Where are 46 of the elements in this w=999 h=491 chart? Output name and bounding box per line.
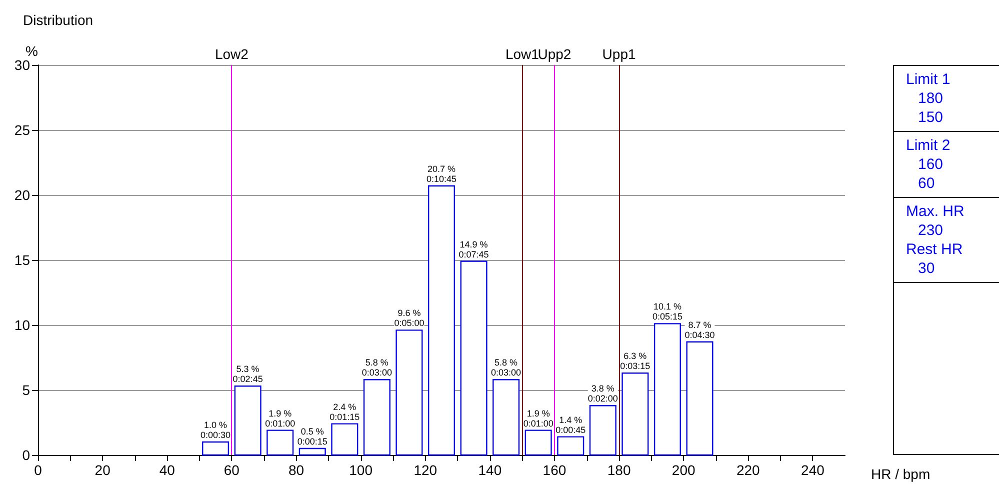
y-tick-label: 20: [14, 187, 30, 203]
data-label: 8.7 % 0:04:30: [684, 320, 715, 340]
ref-line-label: Low2: [214, 46, 249, 62]
data-label: 1.4 % 0:00:45: [556, 414, 586, 435]
data-label: 10.1 % 0:05:15: [652, 302, 682, 322]
x-axis-title: HR / bpm: [871, 466, 930, 482]
x-tick-label: 40: [159, 462, 176, 478]
data-label: 9.6 % 0:05:00: [394, 308, 424, 328]
data-label: 5.8 % 0:03:00: [491, 358, 522, 378]
x-tick-label: 180: [607, 462, 631, 478]
data-label: 6.3 % 0:03:15: [620, 351, 650, 372]
x-tick-label: 60: [224, 462, 240, 478]
y-tick-label: 0: [22, 447, 30, 463]
x-tick-label: 220: [736, 462, 760, 478]
y-tick-label: 25: [14, 122, 30, 138]
ref-line-label: Low1: [505, 46, 540, 62]
y-tick-label: 30: [14, 57, 30, 73]
data-label: 5.3 % 0:02:45: [232, 364, 263, 384]
text: Limit 1 180 150: [906, 70, 952, 127]
x-tick-label: 160: [542, 462, 566, 478]
text: Max. HR 230 Rest HR 30: [906, 202, 966, 278]
ref-line-label: Upp1: [602, 46, 636, 62]
ref-line-label: Upp2: [538, 46, 572, 62]
x-tick-label: 140: [478, 462, 502, 478]
x-tick-label: 120: [414, 462, 438, 478]
data-label: 2.4 % 0:01:15: [330, 402, 360, 422]
x-tick-label: 80: [288, 462, 304, 478]
y-tick-label: 5: [22, 382, 30, 398]
data-label: 1.0 % 0:00:30: [200, 420, 231, 440]
chart-title: Distribution: [23, 12, 94, 28]
data-label: 1.9 % 0:01:00: [265, 408, 296, 428]
x-tick-label: 0: [34, 462, 42, 478]
y-tick-label: 10: [14, 317, 30, 333]
data-label: 0.5 % 0:00:15: [297, 426, 328, 446]
data-label: 1.9 % 0:01:00: [523, 408, 554, 428]
x-tick-label: 20: [94, 462, 111, 478]
data-label: 20.7 % 0:10:45: [426, 164, 457, 184]
data-label: 14.9 % 0:07:45: [458, 239, 489, 260]
x-tick-label: 200: [672, 462, 696, 478]
data-label: 5.8 % 0:03:00: [362, 358, 392, 378]
y-tick-label: 15: [14, 252, 30, 268]
y-axis-title: %: [26, 43, 38, 60]
x-tick-label: 240: [801, 462, 825, 478]
text: Limit 2 160 60: [906, 136, 952, 193]
x-tick-label: 100: [349, 462, 373, 478]
data-label: 3.8 % 0:02:00: [588, 384, 618, 404]
